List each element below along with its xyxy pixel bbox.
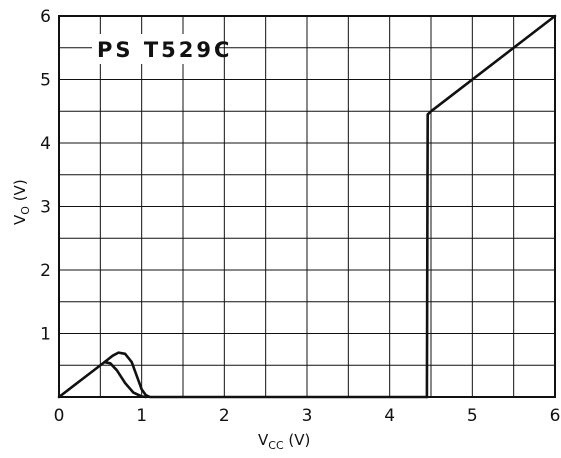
- y-tick-label: 6: [40, 7, 51, 27]
- x-axis-label: VCC (V): [258, 431, 310, 452]
- y-tick-label: 1: [40, 325, 51, 345]
- tick-labels: 0 1 2 3 4 5 6 1 2 3 4 5 6: [40, 7, 560, 426]
- series-line-1: [59, 353, 427, 397]
- y-tick-label: 3: [40, 198, 51, 218]
- x-axis-label-unit: (V): [284, 431, 311, 449]
- x-tick-label: 2: [219, 406, 230, 426]
- series-line-2: [105, 362, 146, 397]
- y-tick-label: 2: [40, 261, 51, 281]
- x-tick-label: 1: [136, 406, 147, 426]
- y-axis-label-subscript: O: [19, 206, 32, 215]
- y-axis-label: VO (V): [11, 179, 32, 225]
- x-tick-label: 3: [302, 406, 313, 426]
- y-tick-label: 5: [40, 71, 51, 91]
- x-tick-label: 4: [384, 406, 395, 426]
- x-tick-label: 0: [54, 406, 65, 426]
- x-axis-label-subscript: CC: [268, 439, 284, 452]
- x-tick-label: 6: [550, 406, 561, 426]
- y-tick-label: 4: [40, 134, 51, 154]
- y-axis-label-unit: (V): [11, 179, 29, 206]
- part-number-annotation: PS T529C: [97, 38, 232, 62]
- x-tick-label: 5: [467, 406, 478, 426]
